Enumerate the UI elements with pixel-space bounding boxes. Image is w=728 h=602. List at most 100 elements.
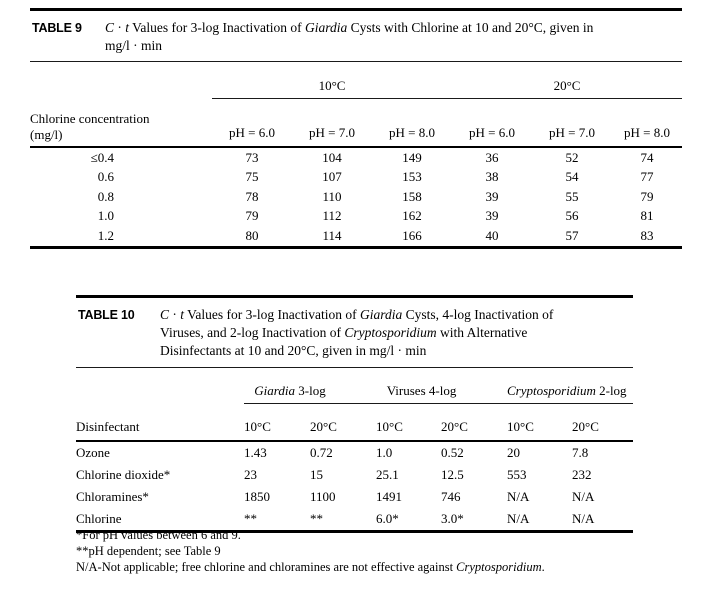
table-cell: 78 [245,188,259,204]
table-row: Chlorine dioxide* 23 15 25.1 12.5 553 23… [76,464,633,486]
footnote-ph-range: *For pH values between 6 and 9. [76,528,241,542]
table-cell: 553 [507,467,527,482]
row-label: 1.2 [97,227,114,243]
table10-footnotes: *For pH values between 6 and 9. **pH dep… [76,527,545,575]
table-cell: 158 [402,188,422,204]
table-cell: 1.0 [376,445,393,460]
row-label: 0.6 [97,169,114,185]
table10-temp-header: 10°C [244,403,310,442]
table-cell: 55 [565,188,579,204]
table-cell: N/A [507,489,530,504]
spacer-cell [30,62,212,99]
table9-title-line1: C · t Values for 3-log Inactivation of G… [105,20,594,35]
table-cell: 153 [402,169,422,185]
table9-row-header-line2: (mg/l) [30,126,63,142]
table-cell: 52 [565,149,579,165]
table9-section: TABLE 9 C · t Values for 3-log Inactivat… [30,8,683,249]
table-row: Chloramines* 1850 1100 1491 746 N/A N/A [76,486,633,508]
table9: 10°C 20°C Chlorine concentration (mg/l) … [30,62,683,246]
table10-section: TABLE 10 C · t Values for 3-log Inactiva… [76,295,634,533]
table9-ph-header: pH = 7.0 [532,98,613,148]
table10-organism-header-row: Giardia 3-log Viruses 4-log Cryptosporid… [76,368,634,404]
row-label: ≤0.4 [90,149,114,165]
table10-temperature-header-row: Disinfectant 10°C 20°C 10°C 20°C 10°C 20… [76,403,634,442]
table-cell: 104 [322,149,342,165]
table9-ph-header: pH = 7.0 [292,98,372,148]
table-cell: 39 [485,188,499,204]
row-label: Chloramines* [76,489,149,504]
table10-group-header-cryptosporidium: Cryptosporidium 2-log [507,368,634,404]
table9-ph-header: pH = 8.0 [372,98,453,148]
table-cell: 0.52 [441,445,464,460]
table-cell: 7.8 [572,445,589,460]
table-cell: 1491 [376,489,402,504]
table9-temperature-header-row: 10°C 20°C [30,62,683,99]
table-cell: ** [244,511,257,526]
table10-group-header-viruses: Viruses 4-log [376,368,508,404]
table-cell: 54 [565,169,579,185]
table9-caption: TABLE 9 C · t Values for 3-log Inactivat… [30,11,682,62]
table-row: 0.6 75 107 153 38 54 77 [30,168,682,188]
table-cell: 57 [565,227,579,243]
table-cell: 74 [640,149,654,165]
row-label: Ozone [76,445,110,460]
table-cell: 79 [640,188,654,204]
table-cell: 6.0* [376,511,399,526]
table-cell: N/A [572,511,595,526]
table-cell: 40 [485,227,499,243]
table-cell: 1100 [310,489,336,504]
table10-title-line3: Disinfectants at 10 and 20°C, given in m… [160,343,427,358]
table9-row-header-line1: Chlorine concentration [30,111,150,126]
table-cell: 0.72 [310,445,333,460]
table9-row-header: Chlorine concentration (mg/l) [30,98,212,148]
table-row: 1.0 79 112 162 39 56 81 [30,207,682,227]
table-cell: 149 [402,149,422,165]
table-row: Chlorine ** ** 6.0* 3.0* N/A N/A [76,508,633,530]
table-cell: 56 [565,208,579,224]
table-cell: 77 [640,169,654,185]
table-cell: 107 [322,169,342,185]
table9-temp-header-20c: 20°C [452,62,683,99]
table9-temp-header-10c: 10°C [212,62,453,99]
table10-temp-header: 20°C [310,403,376,442]
row-label: Chlorine dioxide* [76,467,171,482]
table10-temp-header: 10°C [376,403,441,442]
row-label: 0.8 [97,188,114,204]
table9-caption-label: TABLE 9 [32,21,82,35]
table-cell: N/A [572,489,595,504]
spacer-cell [76,368,244,404]
footnote-ph-dependent: **pH dependent; see Table 9 [76,544,221,558]
table10-temp-header: 20°C [441,403,508,442]
table-cell: 75 [245,169,259,185]
table-cell: 166 [402,227,422,243]
table10-disinfectant-header: Disinfectant [76,403,244,442]
table-cell: 112 [322,208,342,224]
table-cell: 73 [245,149,259,165]
table10-caption-label: TABLE 10 [78,308,135,322]
table-cell: 1.43 [244,445,267,460]
table-cell: 36 [485,149,499,165]
table-cell: 746 [441,489,461,504]
table10-title-line1: C · t Values for 3-log Inactivation of G… [160,307,554,322]
table9-column-header-row: Chlorine concentration (mg/l) pH = 6.0 p… [30,98,683,148]
table-cell: 110 [322,188,342,204]
table10-group-header-giardia: Giardia 3-log [244,368,376,404]
table9-ph-header: pH = 8.0 [612,98,683,148]
table-row: 1.2 80 114 166 40 57 83 [30,226,682,246]
table-cell: 1850 [244,489,270,504]
table9-ph-header: pH = 6.0 [212,98,292,148]
table-cell: 114 [322,227,342,243]
table-cell: 232 [572,467,592,482]
table10-title-line2: Viruses, and 2-log Inactivation of Crypt… [160,325,528,340]
table-row: ≤0.4 73 104 149 36 52 74 [30,147,682,168]
table-row: Ozone 1.43 0.72 1.0 0.52 20 7.8 [76,441,633,464]
table-cell: 3.0* [441,511,464,526]
table-cell: 39 [485,208,499,224]
table-cell: 83 [640,227,654,243]
table10-caption: TABLE 10 C · t Values for 3-log Inactiva… [76,298,633,368]
table-cell: 23 [244,467,257,482]
table-cell: 20 [507,445,521,460]
table-cell: 79 [245,208,259,224]
table-cell: 12.5 [441,467,464,482]
